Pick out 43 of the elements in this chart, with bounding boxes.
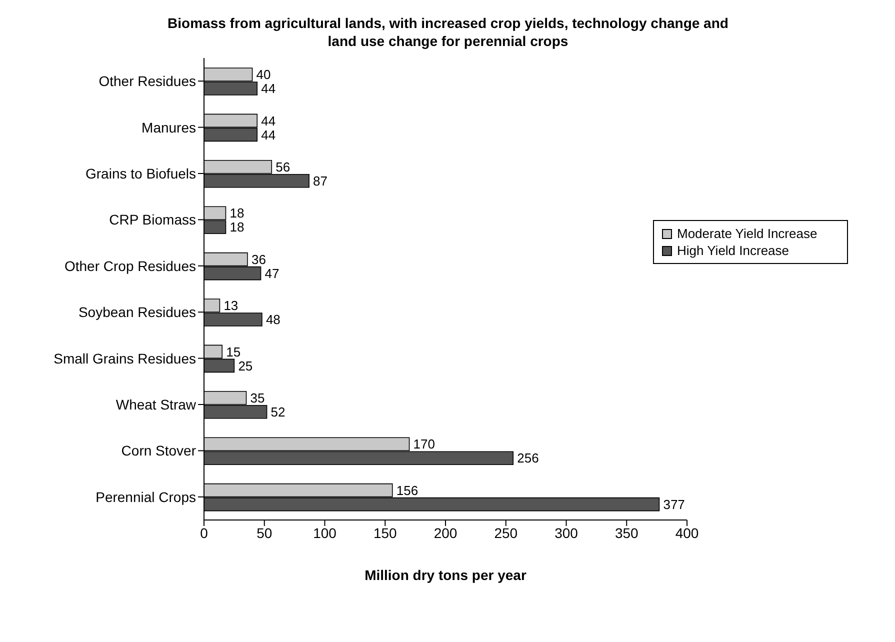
legend-label: Moderate Yield Increase [676,226,818,241]
x-tick-label: 350 [614,524,639,541]
data-label: 15 [226,344,241,360]
chart-title: Biomass from agricultural lands, with increased crop yields, technology change and land use change for perennial crops [166,14,730,50]
y-tick-label: Corn Stover [121,442,196,459]
data-label: 377 [663,496,685,512]
data-label: 44 [261,81,276,96]
data-label: 48 [266,312,280,328]
legend-label: High Yield Increase [676,243,790,258]
x-tick-label: 150 [373,524,398,541]
data-label: 44 [261,113,276,128]
x-tick-label: 50 [256,524,272,541]
data-label: 170 [413,436,435,452]
y-tick-label: Grains to Biofuels [86,165,196,182]
data-label: 18 [230,206,244,221]
y-tick-label: Other Crop Residues [64,258,196,274]
x-tick-label: 400 [675,524,699,541]
y-tick-label: Soybean Residues [78,304,196,320]
y-tick-label: Manures [142,119,196,136]
data-label: 13 [224,298,238,314]
data-label: 47 [264,266,280,281]
y-tick-label: CRP Biomass [109,212,196,228]
data-label: 56 [276,160,290,175]
data-label: 87 [313,174,328,189]
y-tick-label: Other Residues [98,73,196,90]
y-tick-label: Wheat Straw [116,396,197,412]
data-label: 156 [396,482,418,498]
x-axis-title: Million dry tons per year [364,567,527,583]
x-tick-label: 300 [554,524,578,541]
data-label: 256 [517,450,539,466]
y-tick-label: Small Grains Residues [54,350,196,366]
x-tick-label: 250 [494,524,518,541]
data-label: 36 [251,252,266,267]
data-label: 52 [270,404,286,420]
y-tick-label: Perennial Crops [96,488,196,505]
x-tick-label: 200 [434,524,458,541]
data-label: 40 [256,67,271,82]
data-label: 18 [230,220,244,235]
data-label: 35 [250,390,265,406]
x-tick-label: 0 [200,524,208,541]
x-tick-label: 100 [313,524,337,541]
data-label: 25 [238,358,253,374]
data-label: 44 [261,127,276,142]
